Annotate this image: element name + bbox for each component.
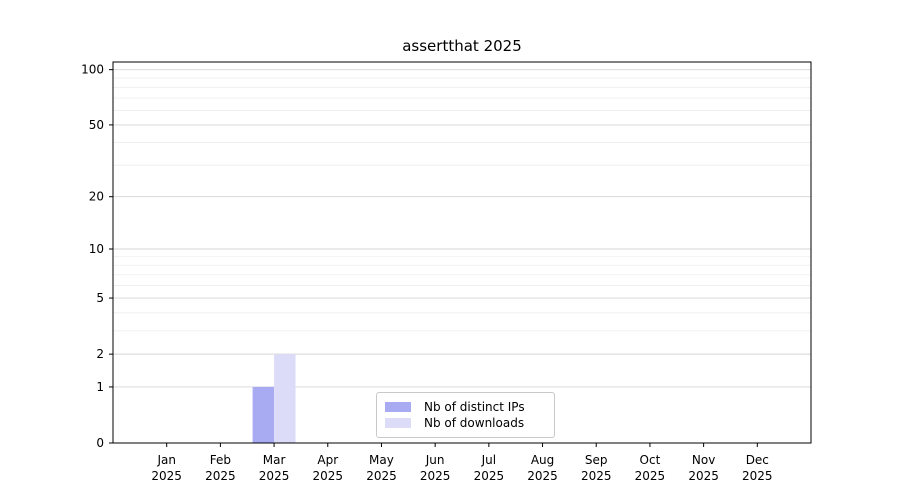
- legend-swatch-distinct-ips: [385, 401, 411, 412]
- bar-downloads: [274, 354, 296, 443]
- y-tick-label: 5: [96, 291, 104, 305]
- x-tick-label-year: 2025: [420, 469, 451, 483]
- legend-label-downloads: Nb of downloads: [424, 416, 525, 431]
- x-tick-label-month: Oct: [640, 453, 661, 467]
- x-tick-label-month: Jul: [481, 453, 496, 467]
- x-tick-label-month: Apr: [317, 453, 338, 467]
- y-tick-label: 20: [89, 190, 104, 204]
- x-tick-label-month: May: [369, 453, 394, 467]
- y-tick-label: 100: [81, 63, 104, 77]
- x-tick-label-year: 2025: [688, 469, 719, 483]
- legend-swatch-downloads: [385, 418, 411, 429]
- x-tick-label-month: Jan: [156, 453, 176, 467]
- bar-distinct-ips: [252, 386, 275, 443]
- x-tick-label-year: 2025: [312, 469, 343, 483]
- legend-item-distinct-ips: Nb of distinct IPs: [385, 400, 546, 414]
- x-tick-label-month: Dec: [746, 453, 769, 467]
- x-tick-label-month: Feb: [210, 453, 231, 467]
- x-tick-label-month: Jun: [425, 453, 445, 467]
- y-tick-label: 0: [96, 436, 104, 450]
- x-tick-label-year: 2025: [366, 469, 397, 483]
- legend: Nb of distinct IPs Nb of downloads: [376, 392, 555, 438]
- x-tick-label-month: Mar: [263, 453, 286, 467]
- plot-border: [112, 61, 812, 444]
- x-tick-label-year: 2025: [151, 469, 182, 483]
- x-tick-label-year: 2025: [527, 469, 558, 483]
- x-tick-label-year: 2025: [205, 469, 236, 483]
- x-tick-label-month: Nov: [692, 453, 715, 467]
- x-tick-label-month: Aug: [531, 453, 554, 467]
- x-tick-label-year: 2025: [742, 469, 773, 483]
- chart-title: assertthat 2025: [402, 37, 522, 55]
- x-tick-label-month: Sep: [585, 453, 608, 467]
- x-tick-label-year: 2025: [635, 469, 666, 483]
- y-tick-label: 2: [96, 347, 104, 361]
- legend-label-distinct-ips: Nb of distinct IPs: [424, 399, 525, 414]
- x-tick-label-year: 2025: [474, 469, 505, 483]
- y-tick-label: 50: [89, 118, 104, 132]
- y-tick-label: 10: [89, 242, 104, 256]
- x-tick-label-year: 2025: [259, 469, 290, 483]
- x-tick-label-year: 2025: [581, 469, 612, 483]
- legend-item-downloads: Nb of downloads: [385, 416, 546, 430]
- y-tick-label: 1: [96, 380, 104, 394]
